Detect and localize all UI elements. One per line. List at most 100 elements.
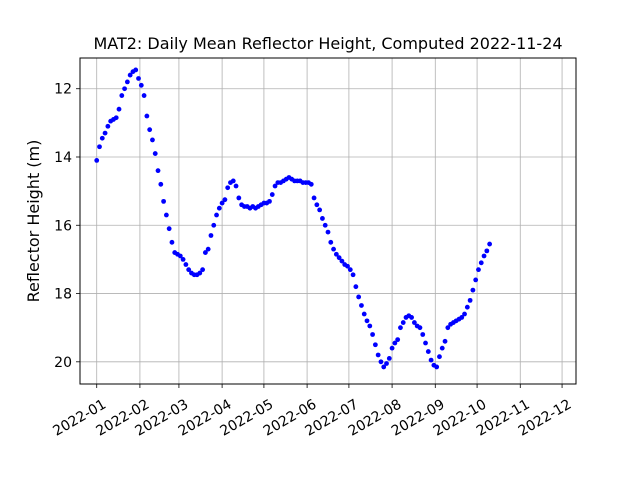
y-axis-label: Reflector Height (m) xyxy=(24,140,43,303)
data-point xyxy=(183,262,189,267)
data-point xyxy=(350,272,356,278)
data-point xyxy=(353,284,359,290)
data-point xyxy=(222,197,228,203)
data-point xyxy=(208,233,214,238)
data-point xyxy=(152,151,158,156)
data-point xyxy=(423,340,428,346)
data-point xyxy=(150,137,155,143)
data-point xyxy=(211,222,217,228)
data-point xyxy=(127,72,133,78)
data-point xyxy=(197,270,203,276)
data-point xyxy=(99,135,105,141)
data-point xyxy=(113,115,119,121)
data-point xyxy=(381,364,387,370)
data-point xyxy=(200,267,206,273)
y-tick-label: 14 xyxy=(54,150,72,166)
y-tick-label: 12 xyxy=(54,82,72,98)
data-point xyxy=(158,181,164,187)
data-point xyxy=(384,361,389,366)
data-point xyxy=(476,267,481,273)
data-point xyxy=(367,323,373,329)
data-point xyxy=(314,202,320,208)
data-point xyxy=(470,287,476,293)
data-point xyxy=(219,200,225,206)
data-point xyxy=(439,345,445,351)
data-point xyxy=(347,267,353,273)
data-point xyxy=(478,260,484,266)
data-point xyxy=(269,192,275,197)
data-point xyxy=(398,325,403,331)
data-point xyxy=(459,315,465,320)
data-points xyxy=(94,67,493,370)
data-point xyxy=(375,352,381,358)
data-point xyxy=(169,239,175,245)
data-point xyxy=(425,349,431,354)
data-point xyxy=(133,67,139,73)
chart-title: MAT2: Daily Mean Reflector Height, Compu… xyxy=(93,34,562,53)
data-point xyxy=(467,297,473,303)
data-point xyxy=(372,342,378,348)
data-point xyxy=(136,76,141,81)
data-point xyxy=(317,207,323,213)
data-point xyxy=(428,357,434,363)
y-tick-label: 20 xyxy=(54,355,72,371)
data-point xyxy=(102,130,108,136)
data-point xyxy=(434,364,440,370)
data-point xyxy=(124,79,130,85)
data-point xyxy=(333,251,339,257)
data-point xyxy=(411,320,417,325)
data-point xyxy=(325,229,331,235)
data-point xyxy=(163,212,169,218)
data-point xyxy=(216,205,222,211)
y-tick-label: 16 xyxy=(54,218,72,234)
data-point xyxy=(370,332,375,337)
data-point xyxy=(155,168,161,174)
data-point xyxy=(420,332,426,337)
data-point xyxy=(339,258,345,264)
data-point xyxy=(378,359,384,365)
data-point xyxy=(481,253,487,259)
data-point xyxy=(186,267,192,273)
grid-lines xyxy=(80,58,576,384)
data-point xyxy=(322,222,328,228)
data-point xyxy=(116,106,122,112)
data-point xyxy=(464,304,470,310)
data-point xyxy=(144,113,150,119)
data-point xyxy=(230,178,236,184)
data-point xyxy=(141,93,147,98)
data-point xyxy=(308,181,314,187)
data-point xyxy=(267,198,272,204)
y-tick-label: 18 xyxy=(54,287,72,303)
data-point xyxy=(389,345,395,351)
data-point xyxy=(473,277,479,283)
data-point xyxy=(166,226,172,232)
data-point xyxy=(356,294,362,300)
data-point xyxy=(177,253,183,259)
data-point xyxy=(202,250,208,255)
data-point xyxy=(161,198,166,204)
data-point xyxy=(437,354,442,360)
data-point xyxy=(487,241,493,247)
data-point xyxy=(442,338,448,344)
data-point xyxy=(445,325,451,331)
data-point xyxy=(345,263,350,269)
data-point xyxy=(225,185,231,191)
plot-frame xyxy=(79,57,577,385)
data-point xyxy=(236,195,242,201)
data-point xyxy=(272,183,278,189)
data-point xyxy=(361,311,367,317)
data-point xyxy=(359,303,364,308)
data-point xyxy=(320,216,325,221)
data-point xyxy=(147,127,153,133)
data-point xyxy=(138,82,144,88)
data-point xyxy=(484,248,490,254)
data-point xyxy=(119,93,125,98)
y-axis-ticks: 12 14 16 18 20 xyxy=(54,82,80,371)
data-point xyxy=(336,255,342,261)
data-point xyxy=(462,311,467,317)
data-point xyxy=(364,318,370,324)
data-point xyxy=(400,320,406,325)
data-point xyxy=(386,355,392,361)
data-point xyxy=(417,325,423,331)
